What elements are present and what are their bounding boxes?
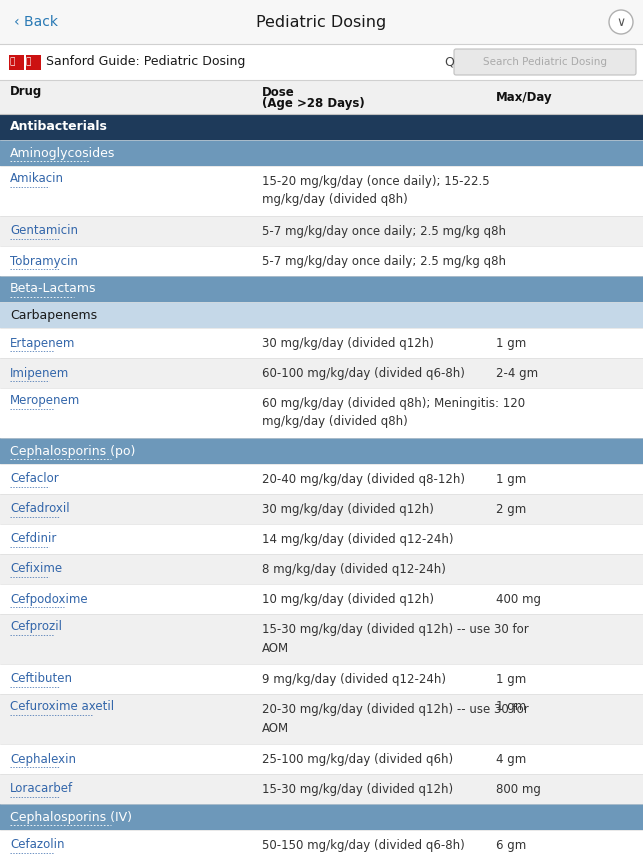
- Circle shape: [609, 10, 633, 34]
- Text: Cefaclor: Cefaclor: [10, 473, 59, 486]
- Text: Cephalosporins (po): Cephalosporins (po): [10, 444, 136, 457]
- Text: 8 mg/kg/day (divided q12-24h): 8 mg/kg/day (divided q12-24h): [262, 563, 446, 576]
- Text: ∨: ∨: [617, 16, 626, 29]
- Bar: [0, 614, 643, 664]
- Text: 20-40 mg/kg/day (divided q8-12h): 20-40 mg/kg/day (divided q8-12h): [262, 473, 465, 486]
- FancyBboxPatch shape: [454, 49, 636, 75]
- Text: 60-100 mg/kg/day (divided q6-8h): 60-100 mg/kg/day (divided q6-8h): [262, 366, 465, 379]
- Text: Dose: Dose: [262, 86, 294, 99]
- Text: 800 mg: 800 mg: [496, 782, 541, 795]
- Bar: [0, 80, 643, 114]
- Text: Gentamicin: Gentamicin: [10, 225, 78, 238]
- Bar: [0, 464, 643, 494]
- Text: ‹ Back: ‹ Back: [14, 15, 58, 29]
- Text: Cefixime: Cefixime: [10, 563, 62, 576]
- Bar: [0, 0, 643, 44]
- Text: 1 gm: 1 gm: [496, 673, 526, 686]
- Text: Cefpodoxime: Cefpodoxime: [10, 593, 87, 606]
- Bar: [9, 55, 24, 70]
- Text: Loracarbef: Loracarbef: [10, 782, 73, 795]
- Text: Search Pediatric Dosing: Search Pediatric Dosing: [483, 57, 607, 67]
- Bar: [0, 114, 643, 140]
- Text: 9 mg/kg/day (divided q12-24h): 9 mg/kg/day (divided q12-24h): [262, 673, 446, 686]
- Text: Drug: Drug: [10, 86, 42, 99]
- Bar: [0, 302, 643, 328]
- Text: Antibacterials: Antibacterials: [10, 120, 108, 134]
- Bar: [0, 774, 643, 804]
- Text: 10 mg/kg/day (divided q12h): 10 mg/kg/day (divided q12h): [262, 593, 434, 606]
- Text: Imipenem: Imipenem: [10, 366, 69, 379]
- Text: 1 gm: 1 gm: [496, 700, 526, 713]
- Bar: [0, 744, 643, 774]
- Bar: [0, 494, 643, 524]
- Text: 5-7 mg/kg/day once daily; 2.5 mg/kg q8h: 5-7 mg/kg/day once daily; 2.5 mg/kg q8h: [262, 225, 506, 238]
- Text: 30 mg/kg/day (divided q12h): 30 mg/kg/day (divided q12h): [262, 336, 434, 349]
- Bar: [0, 140, 643, 166]
- Text: 6 gm: 6 gm: [496, 838, 526, 851]
- Bar: [0, 44, 643, 80]
- Text: Cephalexin: Cephalexin: [10, 752, 76, 765]
- Text: Meropenem: Meropenem: [10, 394, 80, 407]
- Text: Carbapenems: Carbapenems: [10, 309, 97, 322]
- Bar: [0, 246, 643, 276]
- Text: 25-100 mg/kg/day (divided q6h): 25-100 mg/kg/day (divided q6h): [262, 752, 453, 765]
- Text: 50-150 mg/kg/day (divided q6-8h): 50-150 mg/kg/day (divided q6-8h): [262, 838, 465, 851]
- Bar: [0, 438, 643, 464]
- Text: 20-30 mg/kg/day (divided q12h) -- use 30 for: 20-30 mg/kg/day (divided q12h) -- use 30…: [262, 703, 529, 716]
- Text: 30 mg/kg/day (divided q12h): 30 mg/kg/day (divided q12h): [262, 503, 434, 516]
- Text: 1 gm: 1 gm: [496, 336, 526, 349]
- Text: mg/kg/day (divided q8h): mg/kg/day (divided q8h): [262, 194, 408, 207]
- Text: Pediatric Dosing: Pediatric Dosing: [257, 15, 386, 29]
- Text: Cefdinir: Cefdinir: [10, 533, 57, 546]
- Text: AOM: AOM: [262, 722, 289, 734]
- Bar: [0, 166, 643, 216]
- Bar: [0, 388, 643, 438]
- Text: Cephalosporins (IV): Cephalosporins (IV): [10, 811, 132, 824]
- Bar: [0, 830, 643, 858]
- Text: 15-30 mg/kg/day (divided q12h): 15-30 mg/kg/day (divided q12h): [262, 782, 453, 795]
- Text: AOM: AOM: [262, 642, 289, 655]
- Text: 14 mg/kg/day (divided q12-24h): 14 mg/kg/day (divided q12-24h): [262, 533, 453, 546]
- Bar: [0, 358, 643, 388]
- Bar: [0, 554, 643, 584]
- Text: 15-30 mg/kg/day (divided q12h) -- use 30 for: 15-30 mg/kg/day (divided q12h) -- use 30…: [262, 623, 529, 636]
- Text: 5-7 mg/kg/day once daily; 2.5 mg/kg q8h: 5-7 mg/kg/day once daily; 2.5 mg/kg q8h: [262, 255, 506, 268]
- Bar: [0, 664, 643, 694]
- Bar: [0, 584, 643, 614]
- Text: 热: 热: [9, 57, 14, 67]
- Text: 2 gm: 2 gm: [496, 503, 526, 516]
- Text: Cefazolin: Cefazolin: [10, 838, 64, 851]
- Bar: [0, 694, 643, 744]
- Text: mg/kg/day (divided q8h): mg/kg/day (divided q8h): [262, 415, 408, 428]
- Bar: [0, 276, 643, 302]
- Text: Aminoglycosides: Aminoglycosides: [10, 147, 115, 160]
- Text: 病: 病: [26, 57, 32, 67]
- Bar: [26, 55, 41, 70]
- Text: Cefuroxime axetil: Cefuroxime axetil: [10, 700, 114, 713]
- Bar: [0, 216, 643, 246]
- Bar: [0, 804, 643, 830]
- Text: Tobramycin: Tobramycin: [10, 255, 78, 268]
- Text: 2-4 gm: 2-4 gm: [496, 366, 538, 379]
- Text: 400 mg: 400 mg: [496, 593, 541, 606]
- Bar: [0, 524, 643, 554]
- Text: Ceftibuten: Ceftibuten: [10, 673, 72, 686]
- Text: Amikacin: Amikacin: [10, 172, 64, 185]
- Bar: [0, 328, 643, 358]
- Text: 4 gm: 4 gm: [496, 752, 526, 765]
- Text: Cefprozil: Cefprozil: [10, 620, 62, 633]
- Text: Beta-Lactams: Beta-Lactams: [10, 282, 96, 295]
- Text: 60 mg/kg/day (divided q8h); Meningitis: 120: 60 mg/kg/day (divided q8h); Meningitis: …: [262, 396, 525, 409]
- Text: 1 gm: 1 gm: [496, 473, 526, 486]
- Text: Ertapenem: Ertapenem: [10, 336, 75, 349]
- Text: Q: Q: [444, 56, 454, 69]
- Text: 15-20 mg/kg/day (once daily); 15-22.5: 15-20 mg/kg/day (once daily); 15-22.5: [262, 174, 489, 188]
- Text: (Age >28 Days): (Age >28 Days): [262, 96, 365, 110]
- Text: Sanford Guide: Pediatric Dosing: Sanford Guide: Pediatric Dosing: [46, 56, 246, 69]
- Text: Cefadroxil: Cefadroxil: [10, 503, 69, 516]
- Text: Max/Day: Max/Day: [496, 90, 552, 104]
